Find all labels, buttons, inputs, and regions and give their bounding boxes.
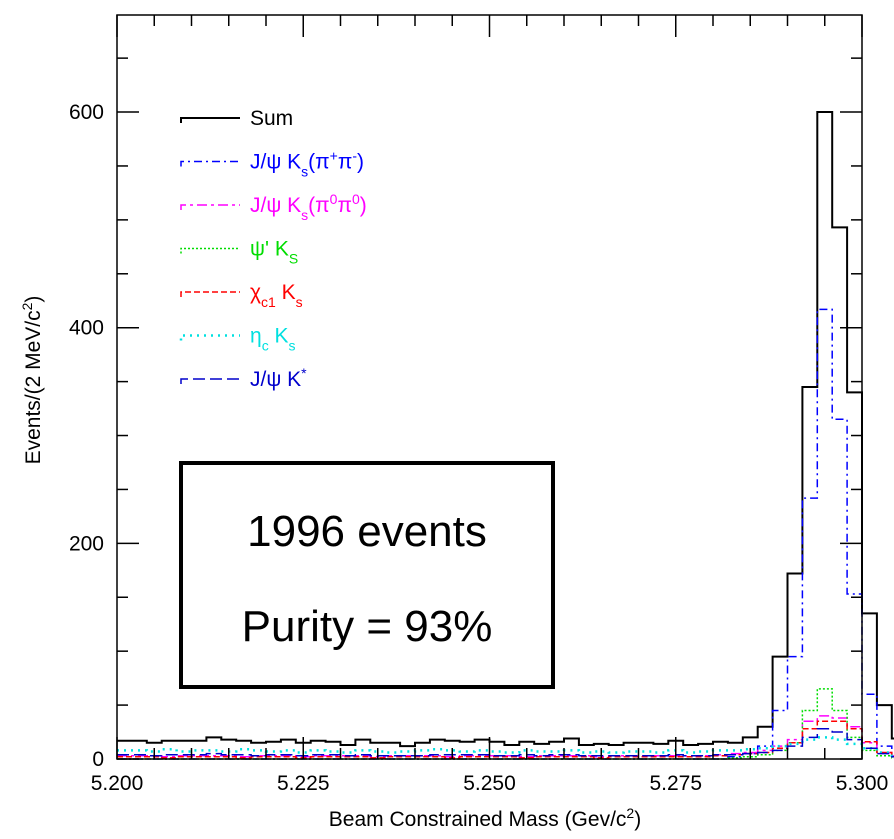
- legend-swatch: [180, 291, 240, 297]
- axes-layer: 5.200 5.225 5.250 5.275 5.300 0 200 400 600: [69, 14, 889, 795]
- legend-label: χc1 Ks: [250, 281, 303, 310]
- y-tick-label: 600: [69, 101, 104, 124]
- legend-entry: J/ψ K*: [180, 365, 307, 391]
- legend-label: J/ψ Ks(π0π0): [250, 191, 367, 223]
- series-4-line: [117, 720, 894, 759]
- legend-label: J/ψ Ks(π+π-): [250, 148, 364, 180]
- legend-swatch: [180, 204, 240, 210]
- legend-swatch: [179, 334, 240, 341]
- annotation-box: 1996 events Purity = 93%: [179, 461, 555, 689]
- annotation-events: 1996 events: [247, 507, 487, 556]
- series-6-line: [117, 728, 894, 758]
- legend-entry: ψ' KS: [180, 238, 298, 267]
- x-tick-label: 5.200: [91, 772, 144, 795]
- x-axis-label-sup: 2: [626, 805, 634, 821]
- legend-entry: Sum: [180, 107, 293, 130]
- legend-entry: J/ψ Ks(π0π0): [180, 191, 367, 223]
- legend-label: ψ' KS: [250, 238, 298, 267]
- legend-entry: ηc Ks: [179, 325, 296, 354]
- legend-swatch: [180, 247, 240, 254]
- annotation-purity: Purity = 93%: [242, 602, 493, 651]
- legend-entry: χc1 Ks: [180, 281, 303, 310]
- series-0-line: [117, 111, 894, 748]
- legend-swatch: [180, 378, 240, 384]
- y-axis-label-sup: 2: [19, 302, 35, 310]
- y-tick-label: 400: [69, 317, 104, 340]
- y-tick-label: 200: [69, 532, 104, 555]
- y-axis-label: Events/(2 MeV/c2): [19, 296, 45, 465]
- legend-label: ηc Ks: [250, 325, 296, 354]
- y-tick-label: 0: [92, 748, 104, 771]
- x-tick-label: 5.225: [277, 772, 330, 795]
- series-2-line: [117, 715, 894, 758]
- x-tick-label: 5.300: [836, 772, 889, 795]
- legend-swatch: [180, 160, 240, 167]
- x-axis-label: Beam Constrained Mass (Gev/c2): [329, 805, 641, 831]
- legend: Sum J/ψ Ks(π+π-) J/ψ Ks(π0π0) ψ' KS χc1 Ks ηc…: [179, 107, 367, 391]
- legend-label: Sum: [250, 107, 293, 130]
- legend-entry: J/ψ Ks(π+π-): [180, 148, 364, 180]
- legend-swatch: [180, 117, 240, 123]
- x-tick-label: 5.250: [463, 772, 516, 795]
- legend-label: J/ψ K*: [250, 365, 307, 391]
- x-tick-label: 5.275: [649, 772, 702, 795]
